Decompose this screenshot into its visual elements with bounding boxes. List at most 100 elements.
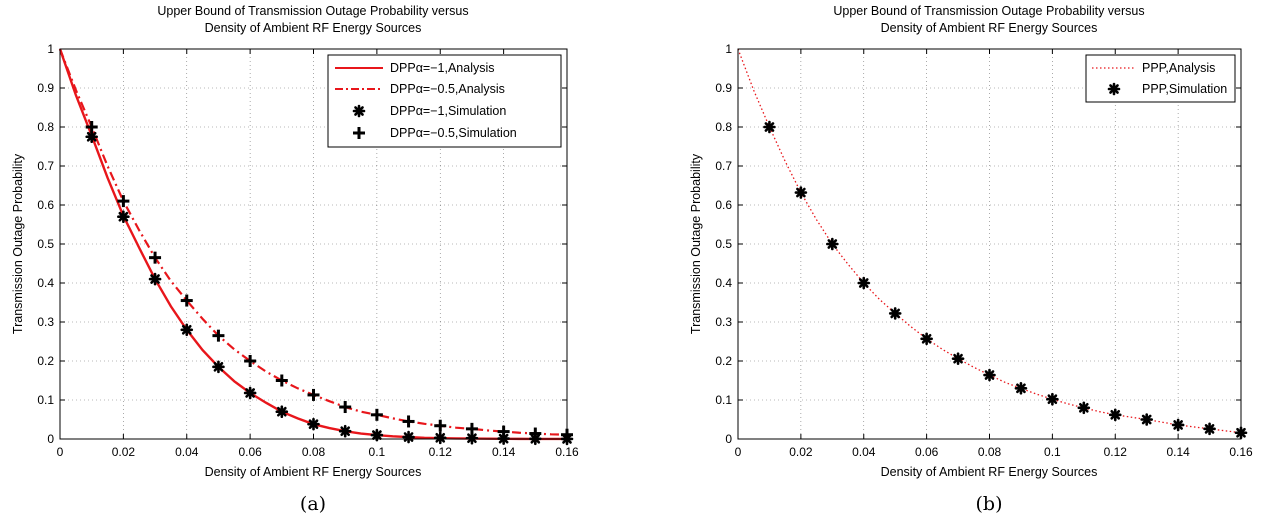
x-tick-label-b-5: 0.1	[1044, 445, 1061, 459]
caption-a: (a)	[300, 493, 326, 515]
data-point-a-3-4	[212, 329, 225, 342]
data-point-a-2-5	[243, 386, 257, 400]
legend-box-b	[1085, 54, 1236, 103]
x-tick-label-a-4: 0.08	[302, 445, 326, 459]
y-tick-label-b-7: 0.7	[715, 159, 732, 173]
y-tick-label-a-6: 0.6	[37, 198, 54, 212]
chart-title-a-line1: Upper Bound of Transmission Outage Proba…	[157, 4, 468, 18]
data-point-b-1-4	[888, 307, 902, 320]
data-point-a-3-9	[370, 408, 383, 421]
chart-panel-a: 0 0.02 0.04 0.06 0.08 0.1 0.12 0.14 0.16 0 0.1 0.2 0…	[11, 4, 579, 515]
data-point-a-2-6	[275, 405, 289, 419]
x-tick-label-a-2: 0.04	[175, 445, 199, 459]
y-tick-label-a-4: 0.4	[37, 276, 54, 290]
x-tick-label-a-8: 0.16	[555, 445, 579, 459]
legend-label-a-0: DPPα=−1,Analysis	[390, 61, 495, 75]
legend-marker-a-2	[352, 104, 366, 118]
data-point-a-2-0	[85, 130, 98, 144]
ticks-a: 0 0.02 0.04 0.06 0.08 0.1 0.12 0.14 0.16 0 0.1 0.2 0…	[37, 42, 579, 459]
x-tick-label-b-8: 0.16	[1229, 445, 1253, 459]
legend-marker-b-1	[1107, 82, 1121, 96]
data-point-a-2-10	[402, 430, 415, 444]
x-axis-label-b: Density of Ambient RF Energy Sources	[881, 465, 1098, 479]
caption-b: (b)	[976, 493, 1003, 515]
data-point-b-1-2	[826, 237, 839, 251]
data-point-b-1-6	[951, 352, 965, 365]
data-point-a-2-2	[148, 272, 162, 286]
y-tick-label-a-2: 0.2	[37, 354, 54, 368]
data-point-b-1-5	[920, 332, 933, 346]
chart-panel-b: 0 0.02 0.04 0.06 0.08 0.1 0.12 0.14 0.16 0 0.1 0.2 0…	[689, 4, 1253, 515]
data-point-a-2-3	[180, 323, 194, 337]
x-tick-label-a-0: 0	[57, 445, 64, 459]
y-tick-label-a-0: 0	[47, 432, 54, 446]
y-tick-label-b-3: 0.3	[715, 315, 732, 329]
x-tick-label-a-6: 0.12	[429, 445, 453, 459]
x-tick-label-b-6: 0.12	[1104, 445, 1128, 459]
y-tick-label-b-2: 0.2	[715, 354, 732, 368]
y-tick-label-a-7: 0.7	[37, 159, 54, 173]
legend-box-a	[327, 54, 562, 148]
ticks-b: 0 0.02 0.04 0.06 0.08 0.1 0.12 0.14 0.16 0 0.1 0.2 0…	[715, 42, 1253, 459]
data-point-b-1-3	[857, 276, 871, 290]
legend-b: PPP,Analysis PPP,Simulation	[1085, 54, 1236, 103]
legend-a: DPPα=−1,Analysis DPPα=−0.5,Analysis DPPα…	[327, 54, 562, 148]
data-point-a-2-7	[307, 417, 320, 431]
x-tick-label-b-3: 0.06	[915, 445, 939, 459]
data-point-b-1-0	[763, 120, 776, 134]
data-point-a-2-1	[117, 210, 130, 223]
y-tick-label-b-10: 1	[725, 42, 732, 56]
x-tick-label-b-4: 0.08	[978, 445, 1002, 459]
legend-label-b-0: PPP,Analysis	[1142, 61, 1215, 75]
y-tick-label-a-9: 0.9	[37, 81, 54, 95]
x-axis-label-a: Density of Ambient RF Energy Sources	[205, 465, 422, 479]
y-tick-label-b-8: 0.8	[715, 120, 732, 134]
series-layer-b	[737, 48, 1248, 440]
data-point-a-3-3	[180, 294, 193, 307]
data-point-b-1-9	[1046, 392, 1059, 406]
y-tick-label-b-6: 0.6	[715, 198, 732, 212]
chart-title-b-line2: Density of Ambient RF Energy Sources	[881, 21, 1098, 35]
data-point-b-1-11	[1108, 408, 1122, 422]
data-point-b-1-8	[1014, 381, 1028, 395]
x-tick-label-a-3: 0.06	[238, 445, 262, 459]
legend-label-a-2: DPPα=−1,Simulation	[390, 104, 506, 118]
y-tick-label-b-4: 0.4	[715, 276, 732, 290]
data-point-a-3-6	[275, 374, 288, 387]
y-tick-label-b-5: 0.5	[715, 237, 732, 251]
data-point-a-3-14	[529, 427, 542, 440]
x-tick-label-b-0: 0	[735, 445, 742, 459]
y-tick-label-a-8: 0.8	[37, 120, 54, 134]
y-tick-label-b-9: 0.9	[715, 81, 732, 95]
x-tick-label-a-1: 0.02	[112, 445, 136, 459]
x-tick-label-a-5: 0.1	[369, 445, 386, 459]
data-point-b-1-13	[1171, 418, 1185, 432]
data-point-a-3-7	[307, 388, 320, 401]
data-point-a-3-0	[85, 121, 98, 133]
chart-title-a-line2: Density of Ambient RF Energy Sources	[205, 21, 422, 35]
y-tick-label-a-1: 0.1	[37, 393, 54, 407]
y-tick-label-a-3: 0.3	[37, 315, 54, 329]
data-point-b-1-14	[1203, 422, 1216, 436]
y-tick-label-b-0: 0	[725, 432, 732, 446]
grid-a	[60, 49, 567, 439]
data-point-b-1-1	[794, 186, 808, 199]
data-point-a-2-4	[212, 360, 225, 374]
x-tick-label-a-7: 0.14	[492, 445, 516, 459]
legend-marker-a-3	[353, 127, 365, 139]
data-point-a-3-8	[339, 401, 352, 414]
y-tick-label-a-5: 0.5	[37, 237, 54, 251]
data-point-a-3-2	[149, 251, 162, 264]
data-point-b-1-7	[983, 368, 996, 382]
y-tick-label-a-10: 1	[47, 42, 54, 56]
legend-label-b-1: PPP,Simulation	[1142, 82, 1227, 96]
x-tick-label-b-2: 0.04	[852, 445, 876, 459]
data-point-a-3-12	[465, 422, 478, 435]
data-point-b-1-12	[1140, 413, 1153, 426]
y-axis-label-b: Transmission Outage Probability	[689, 153, 703, 334]
data-point-a-3-10	[402, 415, 415, 428]
data-point-a-3-11	[434, 419, 447, 432]
legend-label-a-3: DPPα=−0.5,Simulation	[390, 126, 517, 140]
chart-title-b-line1: Upper Bound of Transmission Outage Proba…	[833, 4, 1144, 18]
